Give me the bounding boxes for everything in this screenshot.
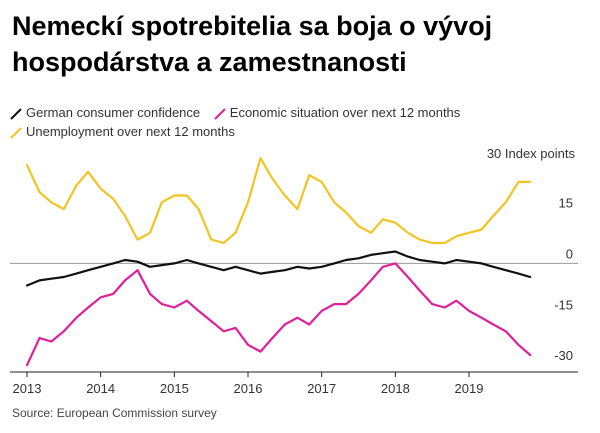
legend-label-unemployment: Unemployment over next 12 months (26, 124, 235, 139)
x-tick-label: 2014 (86, 381, 115, 396)
series-line-0 (25, 250, 532, 287)
legend-swatch-unemployment (10, 126, 22, 139)
x-tick-label: 2015 (160, 381, 189, 396)
y-tick-label: -15 (554, 297, 573, 312)
chart-legend: German consumer confidence Economic situ… (10, 103, 590, 141)
series-line-2 (25, 157, 532, 245)
x-tick-label: 2016 (234, 381, 263, 396)
legend-swatch-economic-situation (214, 107, 226, 120)
legend-label-consumer-confidence: German consumer confidence (26, 105, 201, 120)
x-tick-label: 2013 (13, 381, 42, 396)
legend-swatch-consumer-confidence (10, 107, 22, 120)
chart-title: Nemeckí spotrebitelia sa boja o vývoj ho… (12, 11, 493, 77)
legend-item-consumer-confidence: German consumer confidence (10, 103, 200, 122)
y-tick-label: 15 (559, 195, 573, 210)
legend-label-economic-situation: Economic situation over next 12 months (229, 105, 461, 120)
y-unit-label: 30 Index points (487, 146, 576, 161)
x-tick-label: 2019 (455, 381, 484, 396)
y-tick-label: 0 (566, 246, 573, 261)
x-tick-label: 2017 (307, 381, 336, 396)
x-tick-label: 2018 (381, 381, 410, 396)
y-tick-label: -30 (554, 348, 573, 363)
legend-item-unemployment: Unemployment over next 12 months (10, 122, 235, 141)
legend-item-economic-situation: Economic situation over next 12 months (214, 103, 461, 122)
series-line-1 (25, 262, 532, 367)
source-note: Source: European Commission survey (12, 406, 217, 420)
